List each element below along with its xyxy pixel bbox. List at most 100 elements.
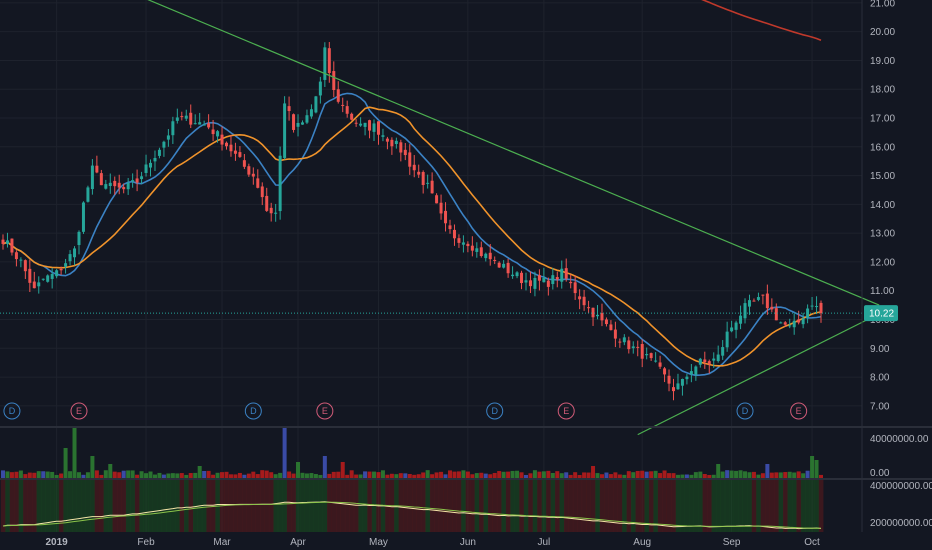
earnings-marker[interactable]	[557, 402, 575, 420]
candle-body[interactable]	[493, 259, 497, 261]
candle-body[interactable]	[327, 48, 331, 73]
candle-body[interactable]	[376, 121, 380, 135]
candle-body[interactable]	[591, 307, 595, 318]
candle-body[interactable]	[95, 165, 99, 173]
candle-body[interactable]	[618, 341, 622, 343]
candle-body[interactable]	[743, 303, 747, 319]
time-axis[interactable]: 2019 Feb Mar Apr May Jun Jul Aug Sep Oct	[46, 537, 821, 548]
candle-body[interactable]	[207, 123, 211, 128]
candle-body[interactable]	[564, 268, 568, 279]
candle-body[interactable]	[86, 187, 90, 202]
candle-body[interactable]	[756, 297, 760, 300]
candle-body[interactable]	[421, 172, 425, 185]
candle-body[interactable]	[32, 281, 36, 289]
candle-body[interactable]	[600, 313, 604, 321]
candle-body[interactable]	[220, 134, 224, 145]
candle-body[interactable]	[135, 178, 139, 183]
candle-body[interactable]	[408, 152, 412, 167]
candle-body[interactable]	[707, 361, 711, 365]
candle-body[interactable]	[578, 296, 582, 300]
candle-body[interactable]	[403, 149, 407, 156]
candle-body[interactable]	[336, 89, 340, 102]
candle-body[interactable]	[283, 103, 287, 158]
candle-body[interactable]	[475, 248, 479, 252]
candle-body[interactable]	[77, 231, 81, 246]
candle-body[interactable]	[238, 152, 242, 157]
candle-body[interactable]	[296, 122, 300, 127]
candle-body[interactable]	[265, 195, 269, 211]
candle-body[interactable]	[546, 280, 550, 287]
candle-body[interactable]	[430, 180, 434, 194]
candle-body[interactable]	[502, 263, 506, 268]
candle-body[interactable]	[560, 268, 564, 282]
candle-body[interactable]	[797, 319, 801, 323]
candle-body[interactable]	[667, 375, 671, 384]
candle-body[interactable]	[658, 362, 662, 367]
candle-body[interactable]	[37, 282, 41, 287]
earnings-marker[interactable]	[70, 402, 88, 420]
candle-body[interactable]	[698, 358, 702, 365]
candle-body[interactable]	[747, 300, 751, 307]
candle-body[interactable]	[385, 138, 389, 142]
candle-body[interactable]	[368, 120, 372, 131]
candle-body[interactable]	[765, 293, 769, 309]
trendlines[interactable]	[0, 0, 880, 436]
candle-body[interactable]	[752, 300, 756, 302]
candle-body[interactable]	[157, 149, 161, 156]
earnings-marker[interactable]	[316, 402, 334, 420]
candle-body[interactable]	[314, 96, 318, 113]
candle-body[interactable]	[528, 280, 532, 287]
candle-body[interactable]	[694, 366, 698, 375]
dividend-marker[interactable]	[244, 402, 262, 420]
candle-body[interactable]	[108, 182, 112, 186]
candle-body[interactable]	[810, 305, 814, 307]
candle-body[interactable]	[511, 274, 515, 277]
candle-body[interactable]	[676, 383, 680, 390]
dividend-marker[interactable]	[3, 402, 21, 420]
candle-body[interactable]	[198, 122, 202, 125]
candle-body[interactable]	[189, 112, 193, 125]
candle-body[interactable]	[761, 294, 765, 296]
candle-body[interactable]	[381, 135, 385, 137]
candle-body[interactable]	[604, 319, 608, 325]
candle-body[interactable]	[180, 116, 184, 118]
candle-body[interactable]	[466, 243, 470, 247]
candle-body[interactable]	[721, 347, 725, 356]
candle-body[interactable]	[636, 346, 640, 348]
candle-body[interactable]	[28, 268, 32, 283]
candle-body[interactable]	[712, 358, 716, 361]
candle-body[interactable]	[555, 277, 559, 280]
trendline[interactable]	[128, 0, 880, 306]
candle-body[interactable]	[113, 180, 117, 187]
candle-body[interactable]	[144, 164, 148, 173]
candle-body[interactable]	[672, 387, 675, 392]
candle-body[interactable]	[573, 282, 577, 294]
candle-body[interactable]	[64, 263, 68, 267]
candle-body[interactable]	[497, 262, 501, 268]
candle-body[interactable]	[390, 139, 394, 147]
candle-body[interactable]	[318, 81, 322, 96]
candle-body[interactable]	[166, 135, 170, 140]
candle-body[interactable]	[645, 354, 649, 356]
candle-body[interactable]	[627, 340, 631, 350]
candle-body[interactable]	[149, 162, 153, 168]
candle-body[interactable]	[126, 182, 130, 190]
candle-body[interactable]	[211, 129, 215, 135]
candle-body[interactable]	[256, 178, 260, 188]
candle-body[interactable]	[654, 360, 658, 362]
candle-body[interactable]	[399, 142, 403, 153]
candle-body[interactable]	[153, 157, 157, 162]
dividend-marker[interactable]	[736, 402, 754, 420]
candle-body[interactable]	[649, 353, 653, 359]
candle-body[interactable]	[520, 272, 524, 284]
candle-body[interactable]	[537, 275, 541, 281]
candle-body[interactable]	[439, 202, 443, 214]
candle-body[interactable]	[479, 247, 483, 257]
candlesticks[interactable]	[1, 42, 823, 401]
candle-body[interactable]	[770, 306, 774, 310]
candle-body[interactable]	[309, 109, 313, 117]
candle-body[interactable]	[730, 327, 734, 332]
candle-body[interactable]	[609, 324, 613, 331]
candle-body[interactable]	[323, 47, 327, 80]
